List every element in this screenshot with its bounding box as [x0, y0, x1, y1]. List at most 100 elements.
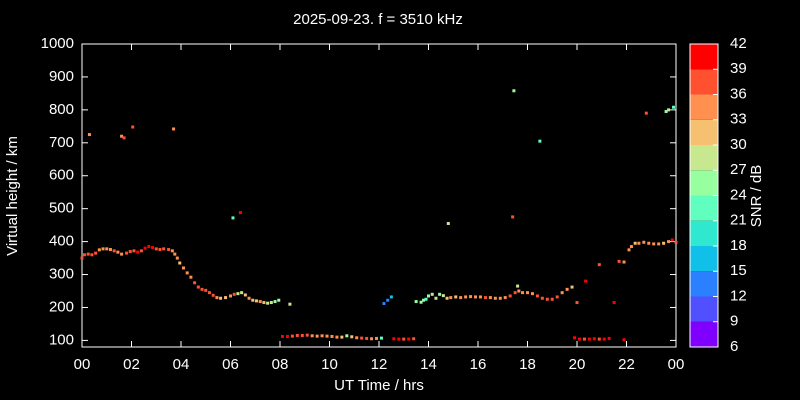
y-tick-label: 400 [49, 233, 74, 250]
colorbar-tick-label: 24 [730, 186, 747, 203]
y-tick-label: 200 [49, 298, 74, 315]
data-point [207, 291, 211, 295]
data-point [389, 295, 393, 299]
x-tick-label: 08 [272, 356, 289, 373]
data-point [105, 247, 109, 251]
data-point [82, 253, 86, 257]
data-point [211, 293, 215, 297]
data-point [612, 301, 616, 305]
data-point [154, 247, 158, 251]
data-point [151, 246, 155, 250]
data-point [582, 337, 586, 341]
colorbar-band [690, 44, 718, 70]
x-tick-label: 10 [321, 356, 338, 373]
data-point [175, 256, 179, 260]
data-point [584, 279, 588, 283]
data-point [379, 336, 383, 340]
data-point [530, 292, 534, 296]
x-axis-label: UT Time / hrs [334, 377, 424, 394]
data-point [402, 337, 406, 341]
data-point [90, 253, 94, 257]
x-tick-label: 16 [470, 356, 487, 373]
data-point [427, 294, 430, 298]
data-point [112, 249, 116, 253]
data-point [231, 216, 235, 220]
data-point [513, 291, 517, 295]
data-point [290, 334, 294, 338]
colorbar-tick-label: 30 [730, 136, 747, 153]
data-point [459, 296, 463, 300]
data-point [132, 249, 136, 253]
x-tick-label: 22 [618, 356, 635, 373]
data-point [181, 266, 185, 270]
data-point [674, 240, 678, 244]
x-tick-label: 00 [74, 356, 91, 373]
data-point [185, 271, 189, 275]
colorbar-tick-label: 33 [730, 111, 747, 128]
data-point [101, 247, 105, 251]
data-point [488, 296, 492, 300]
data-point [335, 335, 339, 339]
x-tick-label: 06 [222, 356, 239, 373]
data-point [511, 215, 515, 219]
x-tick-label: 04 [173, 356, 190, 373]
data-point [131, 125, 135, 129]
data-point [200, 287, 204, 291]
data-point [540, 296, 544, 300]
x-tick-label: 00 [668, 356, 685, 373]
data-point [503, 296, 507, 300]
colorbar-band [690, 145, 718, 171]
data-point [664, 110, 668, 114]
colorbar-tick-label: 21 [730, 212, 747, 229]
data-point [657, 242, 661, 246]
y-tick-label: 300 [49, 266, 74, 283]
colorbar-band [690, 296, 718, 322]
y-tick-label: 1000 [41, 35, 74, 52]
data-point [407, 337, 411, 341]
data-point [555, 295, 559, 299]
data-point [365, 336, 369, 340]
data-point [434, 296, 438, 300]
data-point [143, 246, 147, 250]
y-tick-label: 100 [49, 331, 74, 348]
data-point [269, 301, 273, 305]
x-tick-label: 02 [123, 356, 140, 373]
data-point [449, 296, 453, 300]
data-point [355, 336, 359, 340]
data-point [277, 298, 281, 302]
data-point [622, 260, 626, 264]
data-point [670, 238, 674, 242]
data-point [172, 127, 176, 131]
colorbar-band [690, 69, 718, 95]
data-point [592, 337, 596, 341]
data-point [392, 337, 396, 341]
data-point [122, 136, 126, 140]
data-point [300, 333, 304, 337]
data-point [108, 248, 112, 252]
data-point [251, 298, 255, 302]
data-point [575, 301, 579, 305]
data-point [295, 333, 299, 337]
data-point [254, 299, 258, 303]
data-point [370, 337, 374, 341]
data-point [193, 281, 197, 285]
data-point [125, 251, 129, 255]
data-point [273, 300, 277, 304]
chart-title: 2025-09-23. f = 3510 kHz [293, 11, 463, 28]
data-point [120, 134, 124, 138]
data-point [412, 337, 416, 341]
data-point [441, 294, 445, 298]
data-point [229, 294, 232, 298]
data-point [238, 211, 242, 215]
data-point [464, 295, 468, 299]
colorbar-tick-label: 27 [730, 161, 747, 178]
data-point [120, 252, 124, 256]
data-point [512, 89, 516, 93]
data-point [662, 241, 666, 245]
colorbar-band [690, 220, 718, 246]
data-point [189, 275, 193, 279]
data-point [247, 296, 251, 300]
data-point [215, 296, 219, 300]
data-point [315, 334, 319, 338]
